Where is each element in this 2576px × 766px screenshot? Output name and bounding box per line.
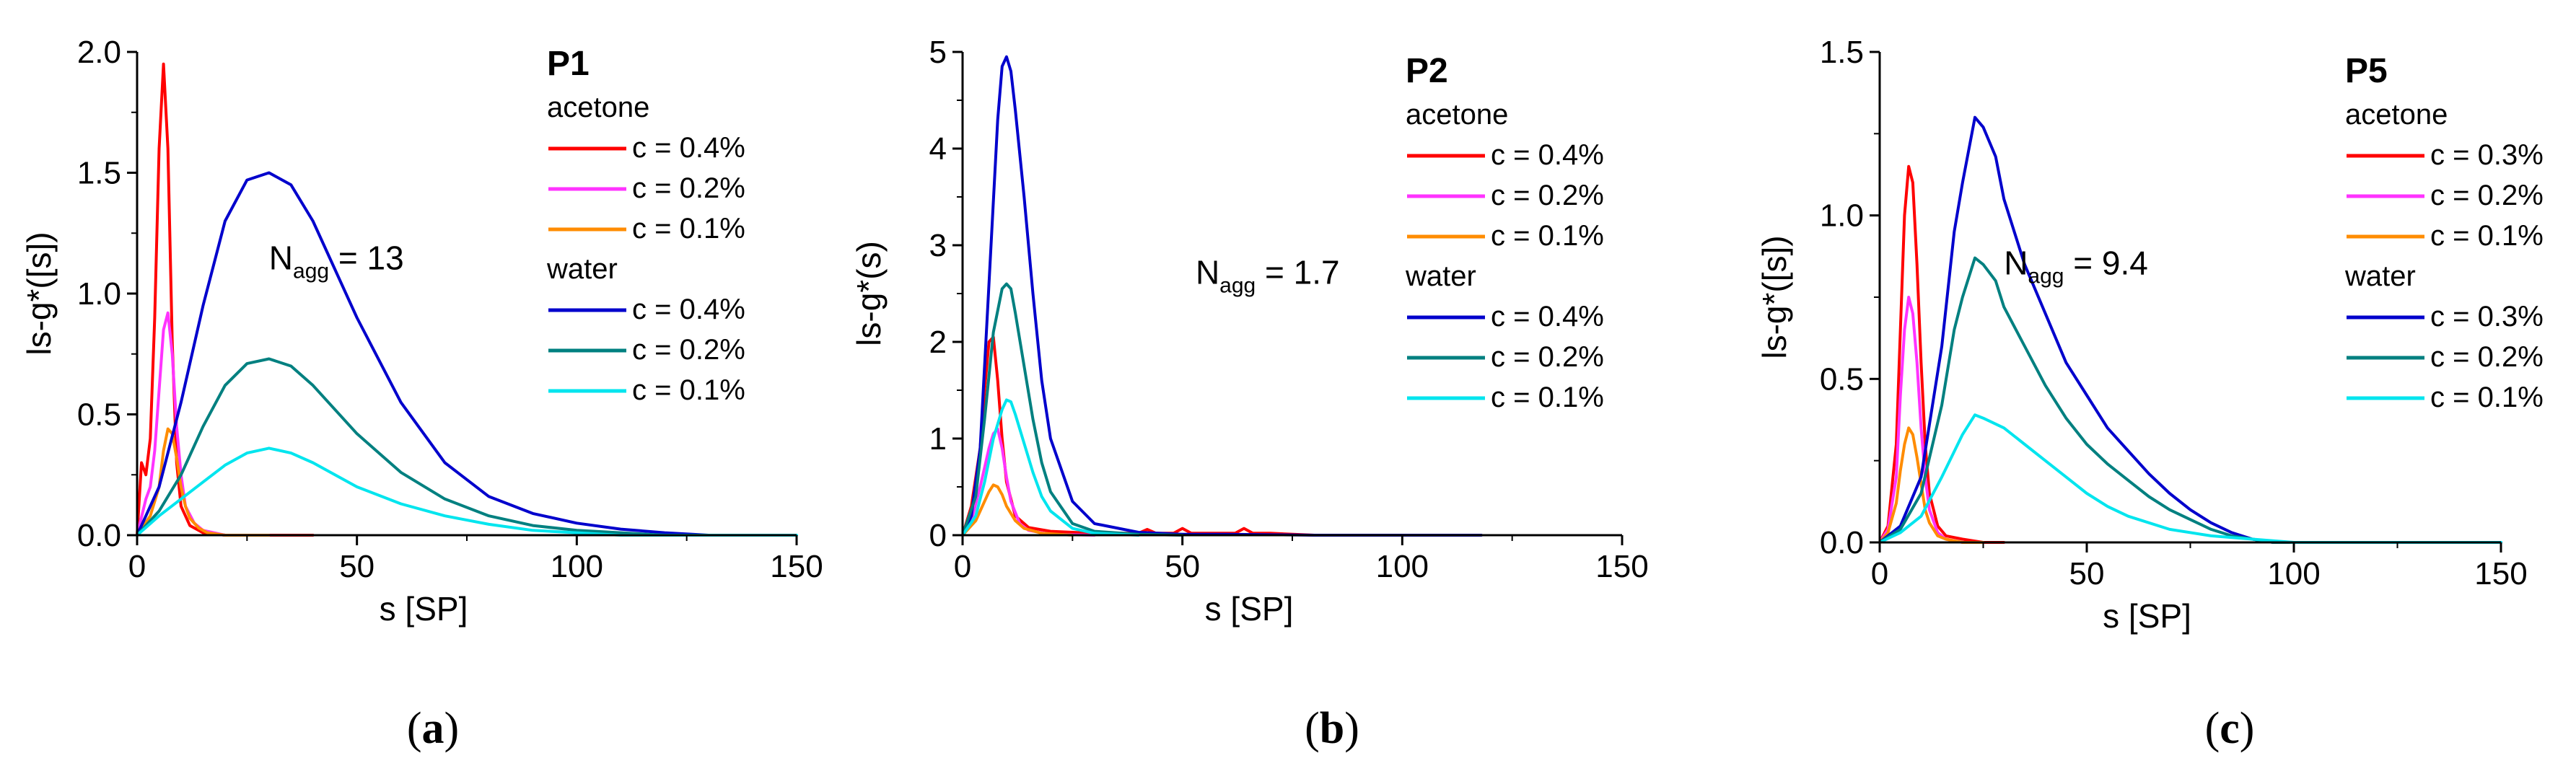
chart-panel-3: 0 50 100 150 0.0 0.5 1.0 1.5 s [SP] ls-g*([s]) Nag… — [1756, 35, 2544, 753]
legend: P2 acetone c = 0.4% c = 0.2% c = 0.1% water c … — [1405, 52, 1604, 413]
legend-group-title: water — [1405, 260, 1476, 292]
legend-label: c = 0.4% — [1491, 301, 1604, 333]
y-tick-label: 1.0 — [1820, 198, 1864, 234]
x-tick-label: 100 — [2267, 556, 2320, 591]
legend-label: c = 0.1% — [632, 374, 745, 406]
series-line-6 — [136, 446, 798, 537]
legend-label: c = 0.4% — [632, 294, 745, 325]
series-line-5 — [1878, 256, 2295, 544]
x-tick-label: 100 — [551, 549, 603, 584]
legend-label: c = 0.2% — [1491, 180, 1604, 211]
panel-label: (c) — [2205, 704, 2255, 753]
series-line-1 — [961, 335, 1316, 537]
panel-label: (a) — [407, 704, 459, 753]
series-line-3 — [961, 483, 1074, 537]
series-line-1 — [1878, 164, 2006, 544]
y-tick-label: 2 — [929, 325, 947, 360]
y-tick-label: 5 — [929, 35, 947, 70]
y-axis-label: ls-g*([s]) — [20, 232, 58, 355]
y-tick-label: 1.0 — [77, 276, 121, 312]
legend-label: c = 0.1% — [2430, 382, 2544, 413]
x-tick-label: 150 — [2474, 556, 2527, 591]
y-tick-label: 1.5 — [77, 156, 121, 191]
legend: P1 acetone c = 0.4% c = 0.2% c = 0.1% water c … — [546, 45, 745, 406]
legend-group-title: acetone — [2345, 99, 2448, 131]
y-tick-label: 0.0 — [1820, 525, 1864, 560]
series-line-4 — [1878, 115, 2502, 544]
chart-panel-2: 0 50 100 150 0 1 2 3 4 5 s [SP] ls-g*(s) Nagg = 1.7 P… — [850, 35, 1649, 753]
series-line-5 — [961, 282, 1184, 537]
y-tick-label: 1.5 — [1820, 35, 1864, 70]
legend: P5 acetone c = 0.3% c = 0.2% c = 0.1% water c … — [2344, 52, 2544, 413]
legend-group-title: acetone — [547, 92, 649, 123]
n-agg-annotation: Nagg = 13 — [269, 239, 404, 283]
y-axis-label: ls-g*(s) — [850, 241, 888, 346]
x-tick-label: 150 — [770, 549, 823, 584]
x-axis-label: s [SP] — [1205, 590, 1294, 628]
y-tick-label: 0.5 — [1820, 361, 1864, 397]
series-line-5 — [136, 357, 667, 537]
panel-title: P2 — [1406, 52, 1448, 90]
legend-label: c = 0.1% — [632, 213, 745, 245]
x-axis-label: s [SP] — [2103, 597, 2191, 635]
legend-label: c = 0.2% — [1491, 341, 1604, 373]
legend-group-title: water — [2344, 260, 2416, 292]
x-tick-label: 50 — [339, 549, 374, 584]
legend-label: c = 0.2% — [632, 334, 745, 366]
x-tick-label: 150 — [1595, 549, 1648, 584]
x-axis-label: s [SP] — [380, 590, 468, 628]
legend-group-title: water — [546, 253, 618, 285]
chart-panel-1: 0 50 100 150 0.0 0.5 1.0 1.5 2.0 s [SP] ls-g*([s])… — [20, 35, 823, 753]
legend-label: c = 0.2% — [2430, 341, 2544, 373]
legend-label: c = 0.3% — [2430, 139, 2544, 171]
legend-label: c = 0.2% — [2430, 180, 2544, 211]
legend-label: c = 0.3% — [2430, 301, 2544, 333]
legend-label: c = 0.1% — [2430, 220, 2544, 252]
y-tick-label: 1 — [929, 421, 947, 457]
y-axis-label: ls-g*([s]) — [1756, 235, 1793, 358]
x-tick-label: 0 — [128, 549, 146, 584]
legend-label: c = 0.4% — [1491, 139, 1604, 171]
legend-group-title: acetone — [1406, 99, 1508, 131]
series-line-6 — [961, 398, 1140, 537]
panel-title: P5 — [2345, 52, 2388, 90]
y-tick-label: 3 — [929, 228, 947, 263]
x-tick-label: 50 — [1165, 549, 1200, 584]
y-tick-label: 2.0 — [77, 35, 121, 70]
series-line-6 — [1878, 413, 2502, 544]
legend-label: c = 0.2% — [632, 172, 745, 204]
n-agg-annotation: Nagg = 9.4 — [2004, 244, 2148, 288]
x-tick-label: 50 — [2069, 556, 2105, 591]
x-tick-label: 0 — [954, 549, 971, 584]
legend-label: c = 0.1% — [1491, 220, 1604, 252]
series-line-3 — [1878, 426, 1985, 544]
x-tick-label: 100 — [1376, 549, 1429, 584]
y-tick-label: 4 — [929, 131, 947, 167]
panel-label: (b) — [1305, 704, 1359, 753]
y-tick-label: 0.5 — [77, 397, 121, 433]
y-tick-label: 0.0 — [77, 518, 121, 553]
x-tick-label: 0 — [1871, 556, 1888, 591]
series-line-4 — [136, 171, 711, 537]
legend-label: c = 0.1% — [1491, 382, 1604, 413]
legend-label: c = 0.4% — [632, 132, 745, 164]
y-tick-label: 0 — [929, 518, 947, 553]
panel-title: P1 — [547, 45, 590, 83]
n-agg-annotation: Nagg = 1.7 — [1196, 254, 1340, 298]
